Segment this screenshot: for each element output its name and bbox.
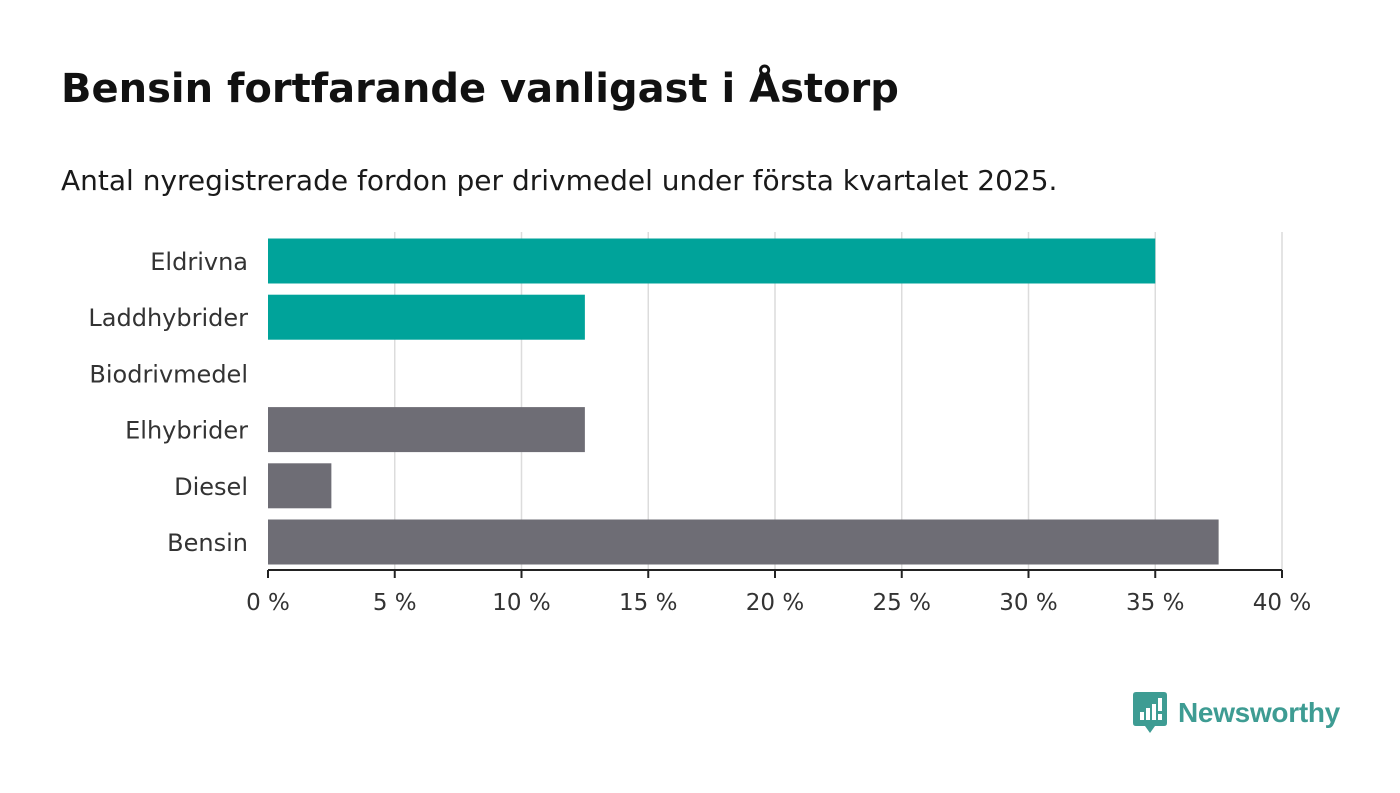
x-tick-label: 30 % [999, 590, 1057, 616]
newsworthy-logo: Newsworthy [1133, 692, 1340, 734]
x-tick-label: 5 % [373, 590, 417, 616]
category-label: Bensin [167, 529, 248, 557]
category-labels: Eldrivna Laddhybrider Biodrivmedel Elhybrid… [88, 248, 248, 557]
x-tick-label: 15 % [619, 590, 677, 616]
x-tick-label: 10 % [492, 590, 550, 616]
category-label: Diesel [174, 473, 248, 501]
category-label: Biodrivmedel [89, 360, 248, 388]
category-label: Laddhybrider [88, 304, 248, 332]
chart-title: Bensin fortfarande vanligast i Åstorp [61, 66, 899, 112]
x-tick-label: 20 % [746, 590, 804, 616]
bars [268, 238, 1219, 565]
chart-subtitle: Antal nyregistrerade fordon per drivmede… [61, 164, 1058, 197]
bar [268, 463, 332, 509]
bar [268, 238, 1156, 284]
category-label: Elhybrider [125, 417, 248, 445]
bar [268, 294, 585, 340]
newsworthy-logo-icon [1133, 692, 1167, 733]
x-tick-label: 40 % [1253, 590, 1311, 616]
x-tick-label: 35 % [1126, 590, 1184, 616]
bar [268, 407, 585, 453]
x-tick-label: 25 % [873, 590, 931, 616]
x-axis: 0 % 5 % 10 % 15 % 20 % 25 % 30 % 35 % 40 % [246, 569, 1311, 616]
grid-lines [394, 232, 1283, 570]
x-tick-label: 0 % [246, 590, 290, 616]
category-label: Eldrivna [150, 248, 248, 276]
brand-name: Newsworthy [1178, 697, 1340, 728]
bar [268, 519, 1219, 565]
